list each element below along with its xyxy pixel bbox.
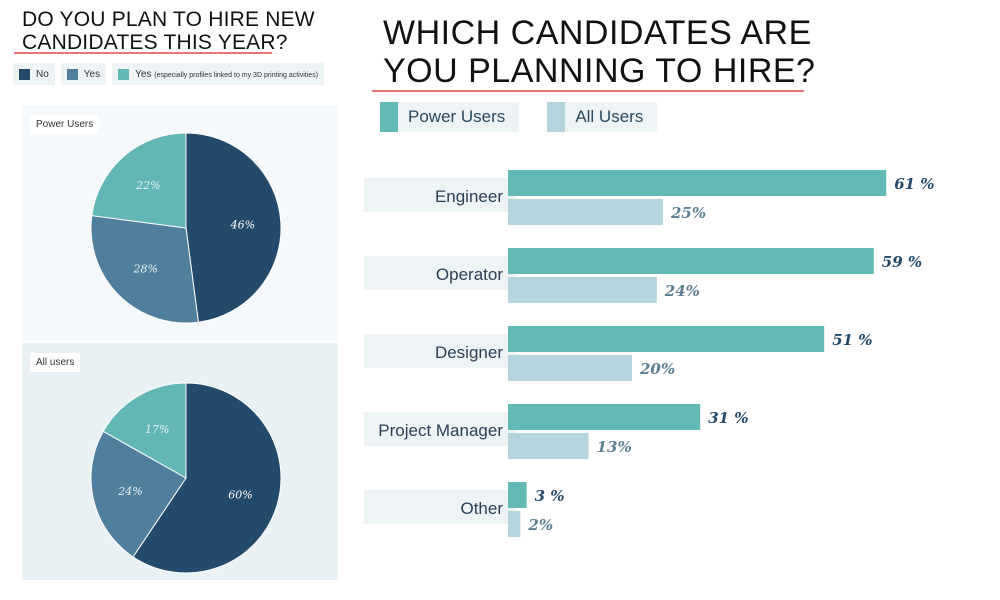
legend-item-yes: Yes xyxy=(60,63,107,85)
legend-label-yes: Yes xyxy=(83,68,101,80)
category-label-operator: Operator xyxy=(436,265,503,284)
power-users-pie-chart: 46% 28% 22% xyxy=(90,132,282,324)
legend-item-yes-3d: Yes (especially profiles linked to my 3D… xyxy=(112,63,325,85)
value-label-power-users-operator: 59 % xyxy=(882,253,922,271)
all-users-pie-slice-label-1: 60% xyxy=(228,489,252,502)
right-title-line-2: YOU PLANNING TO HIRE? xyxy=(383,52,816,90)
value-label-power-users-project-manager: 31 % xyxy=(708,409,748,427)
all-users-pie-panel: 60% 24% 17% All users xyxy=(22,343,338,580)
legend-swatch-yes xyxy=(66,68,78,80)
legend-label-no: No xyxy=(36,68,49,80)
power-users-pie-slice-label-3: 22% xyxy=(135,179,160,192)
legend-label-yes-3d-main: Yes xyxy=(135,68,152,80)
bar-power-users-other xyxy=(508,482,527,508)
all-users-pie-slice-1 xyxy=(132,382,282,574)
power-users-pie-slice-2 xyxy=(90,215,199,324)
right-title-underline xyxy=(372,90,804,92)
left-title-line-1: DO YOU PLAN TO HIRE NEW xyxy=(22,8,315,31)
power-users-pie-panel: 46% 28% 22% Power Users xyxy=(22,105,338,340)
right-chart-title: WHICH CANDIDATES ARE YOU PLANNING TO HIR… xyxy=(383,14,815,90)
bar-power-users-operator xyxy=(508,248,874,274)
bar-all-users-other xyxy=(508,511,521,537)
legend-label-power-users: Power Users xyxy=(408,107,506,126)
candidates-bar-chart: Engineer 61 % 25% Operator 59 % 24% Designer 51… xyxy=(364,170,935,537)
legend-item-no: No xyxy=(13,63,55,85)
category-panel-operator xyxy=(364,256,516,290)
category-panel-designer xyxy=(364,334,516,368)
category-label-project-manager: Project Manager xyxy=(378,421,503,440)
all-users-pie-slice-label-3: 17% xyxy=(145,423,169,436)
category-label-engineer: Engineer xyxy=(435,187,503,206)
power-users-pie-slice-3 xyxy=(91,132,187,229)
legend-item-power-users: Power Users xyxy=(380,102,520,132)
bar-power-users-project-manager xyxy=(508,404,701,430)
value-label-all-users-engineer: 25% xyxy=(670,204,706,222)
category-label-other: Other xyxy=(460,499,503,518)
legend-label-yes-3d: Yes (especially profiles linked to my 3D… xyxy=(135,69,318,80)
category-panel-engineer xyxy=(364,178,516,212)
legend-label-all-users: All Users xyxy=(575,107,644,126)
power-users-pie-slice-label-2: 28% xyxy=(132,262,157,275)
bar-all-users-project-manager xyxy=(508,433,589,459)
left-title-line-2: CANDIDATES THIS YEAR? xyxy=(22,31,288,54)
legend-label-yes-3d-note: (especially profiles linked to my 3D pri… xyxy=(154,71,319,79)
legend-item-all-users: All Users xyxy=(547,102,658,132)
category-label-designer: Designer xyxy=(435,343,503,362)
left-title-underline xyxy=(14,52,272,54)
value-label-all-users-other: 2% xyxy=(527,516,553,534)
pie-legend: No Yes Yes (especially profiles linked t… xyxy=(13,63,325,85)
all-users-pie-slice-2 xyxy=(90,430,187,558)
power-users-pie-slice-1 xyxy=(185,132,282,323)
value-label-power-users-designer: 51 % xyxy=(832,331,872,349)
all-users-pie-slice-3 xyxy=(102,382,187,479)
bar-power-users-engineer xyxy=(508,170,887,196)
legend-swatch-power-users xyxy=(380,102,398,132)
all-users-pie-slice-label-2: 24% xyxy=(117,485,142,498)
bar-all-users-engineer xyxy=(508,199,663,225)
category-panel-project-manager xyxy=(364,412,516,446)
right-title-line-1: WHICH CANDIDATES ARE xyxy=(383,14,812,52)
value-label-power-users-other: 3 % xyxy=(535,487,565,505)
legend-swatch-no xyxy=(19,68,30,80)
power-users-pie-slice-label-1: 46% xyxy=(230,218,255,231)
bar-power-users-designer xyxy=(508,326,825,352)
value-label-all-users-operator: 24% xyxy=(664,282,700,300)
category-panel-other xyxy=(364,490,516,524)
bar-legend: Power Users All Users xyxy=(380,102,658,132)
value-label-all-users-project-manager: 13% xyxy=(597,438,632,456)
legend-swatch-all-users xyxy=(547,102,566,132)
all-users-pie-label: All users xyxy=(30,353,81,372)
power-users-pie-label: Power Users xyxy=(30,115,100,134)
bar-all-users-designer xyxy=(508,355,632,381)
all-users-pie-chart: 60% 24% 17% xyxy=(90,382,282,574)
legend-swatch-yes-3d xyxy=(118,68,130,80)
value-label-all-users-designer: 20% xyxy=(639,360,675,378)
left-chart-title: DO YOU PLAN TO HIRE NEW CANDIDATES THIS … xyxy=(22,8,315,54)
value-label-power-users-engineer: 61 % xyxy=(894,175,934,193)
bar-all-users-operator xyxy=(508,277,657,303)
